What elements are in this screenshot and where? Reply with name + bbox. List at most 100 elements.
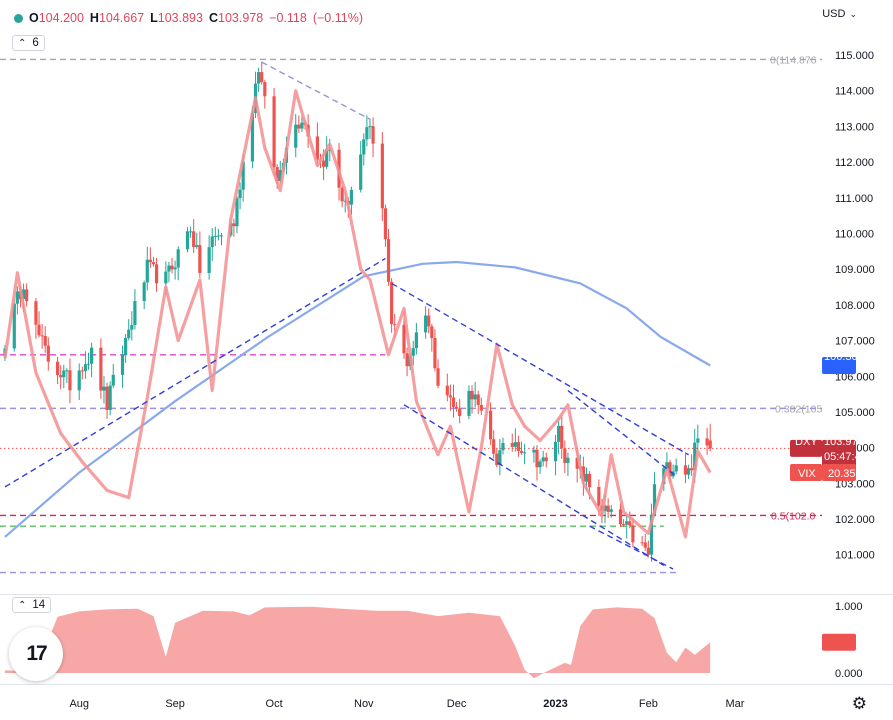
candle: [43, 326, 47, 353]
change-value: −0.118: [269, 11, 307, 25]
candle: [476, 390, 480, 414]
tradingview-logo-icon[interactable]: 17: [9, 627, 63, 681]
candle: [102, 376, 106, 404]
candle: [510, 433, 514, 452]
price-tick-label: 102.000: [835, 514, 875, 526]
candle: [219, 232, 224, 246]
candle: [544, 452, 548, 468]
candle: [609, 504, 613, 518]
candle: [553, 434, 558, 476]
logo-text: 17: [26, 642, 47, 665]
candle: [473, 381, 477, 408]
feb-floor: [589, 525, 674, 570]
candle: [362, 133, 366, 166]
candle: [142, 280, 146, 310]
candle: [238, 182, 242, 210]
candle: [278, 160, 282, 184]
candle: [557, 416, 561, 455]
candle: [59, 365, 63, 390]
candle: [37, 311, 41, 338]
candle: [451, 384, 456, 418]
candle: [424, 306, 428, 339]
candle: [120, 345, 125, 388]
candle: [257, 67, 261, 93]
candle: [414, 322, 418, 355]
candle: [454, 401, 459, 412]
candle: [198, 231, 202, 278]
close-value: C103.978: [208, 11, 264, 25]
candle: [105, 382, 109, 419]
candle: [216, 228, 221, 241]
rising-support: [4, 257, 386, 488]
candle: [99, 338, 103, 399]
price-tick-label: 105.000: [835, 407, 875, 419]
time-tick-label: 2023: [543, 698, 567, 710]
oscillator-price-tag: 0.459: [822, 621, 856, 651]
candle: [315, 122, 319, 167]
candle: [151, 256, 156, 267]
candle: [405, 347, 409, 377]
oscillator-toggle-button[interactable]: ⌃ 14: [12, 597, 52, 613]
vix-tag-name: VIX: [798, 468, 816, 480]
vix-price-tag: VIX 20.35: [790, 464, 856, 481]
candle: [523, 443, 527, 465]
candle: [46, 337, 50, 371]
time-axis[interactable]: Aug Sep Oct Nov Dec 2023 Feb Mar: [69, 698, 744, 710]
price-tick-label: 109.000: [835, 264, 875, 276]
indicators-toggle-button[interactable]: ⌃ 6: [12, 35, 45, 51]
candle: [77, 363, 81, 400]
price-tick-label: 110.000: [835, 228, 874, 240]
candle: [368, 118, 372, 140]
candle: [145, 246, 149, 291]
fib-annotations: 0(114.876 0.382(105 0.5(102.0: [770, 54, 822, 522]
candle: [173, 260, 177, 280]
oct-downtrend: [261, 61, 371, 120]
candle: [349, 186, 354, 215]
candle: [386, 228, 391, 286]
candle: [207, 235, 211, 280]
candle: [297, 115, 301, 133]
upper-wedge: [391, 282, 689, 456]
candle: [55, 356, 60, 384]
candle: [210, 227, 214, 261]
candle: [674, 458, 678, 475]
fib50-annotation: 0.5(102.0: [771, 510, 816, 522]
moving-average-line: [4, 260, 711, 538]
candle: [380, 132, 384, 221]
gear-icon[interactable]: ⚙: [852, 694, 867, 714]
candle: [541, 450, 545, 467]
time-tick-label: Nov: [354, 698, 374, 710]
candle: [411, 340, 415, 366]
ohlc-legend[interactable]: O104.200 H104.667 L103.893 C103.978 −0.1…: [14, 5, 369, 31]
fib0-annotation: 0(114.876: [770, 54, 817, 66]
candle: [646, 540, 650, 558]
candle: [12, 299, 16, 352]
candle: [192, 219, 196, 254]
candle: [433, 329, 437, 372]
candle: [25, 283, 29, 307]
candle: [513, 428, 517, 452]
currency-selector[interactable]: USD ⌄: [822, 8, 857, 20]
candle: [690, 454, 694, 476]
candle: [427, 308, 431, 334]
oscillator-tick-label: 0.000: [835, 668, 863, 680]
candle: [566, 452, 570, 477]
price-axis[interactable]: 115.000 114.000 113.000 112.000 111.000 110.0…: [835, 50, 875, 562]
candle: [195, 232, 199, 250]
candle: [618, 503, 623, 527]
candle: [708, 423, 712, 452]
oscillator-value: 0.459: [828, 621, 856, 633]
candle: [213, 226, 217, 247]
dxy-countdown: 05:47:44: [824, 451, 867, 463]
candle: [15, 286, 19, 315]
candle: [560, 414, 564, 459]
candle: [683, 452, 688, 484]
candle: [340, 185, 344, 208]
candle: [294, 113, 298, 158]
candle: [479, 397, 483, 416]
candle: [176, 246, 180, 281]
candle: [649, 503, 654, 562]
candlestick-series: [3, 61, 712, 562]
low-value: L103.893: [150, 11, 203, 25]
